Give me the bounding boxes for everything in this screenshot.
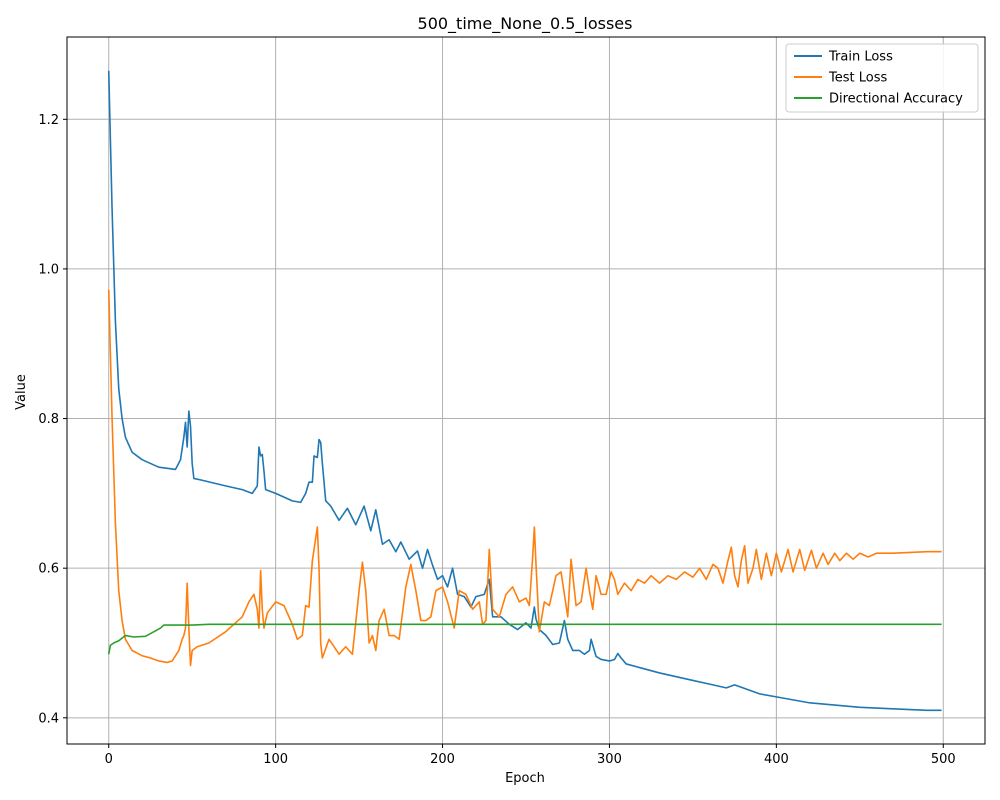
legend-label: Directional Accuracy — [829, 92, 963, 107]
y-tick-label: 0.6 — [38, 562, 59, 577]
series-line-test-loss — [107, 289, 942, 667]
series-layer — [107, 70, 942, 712]
legend-label: Train Loss — [828, 50, 893, 65]
x-tick-label: 100 — [263, 752, 288, 767]
plot-frame — [66, 36, 986, 745]
y-tick-label: 0.4 — [38, 711, 59, 726]
x-tick-label: 0 — [105, 752, 113, 767]
legend-label: Test Loss — [828, 71, 887, 86]
x-tick-label: 300 — [597, 752, 622, 767]
legend-box — [785, 43, 979, 113]
series-line-directional-accuracy — [107, 623, 942, 655]
ticks: 0 100 200 300 400 500 0.4 0.6 0.8 1.0 1.2 — [38, 113, 955, 767]
y-tick-label: 1.2 — [38, 113, 59, 128]
y-tick-label: 1.0 — [38, 262, 59, 277]
grid — [67, 37, 985, 744]
x-tick-label: 200 — [430, 752, 455, 767]
legend: Train Loss Test Loss Directional Accuracy — [785, 43, 979, 113]
y-tick-label: 0.8 — [38, 412, 59, 427]
x-tick-label: 400 — [764, 752, 789, 767]
x-tick-label: 500 — [931, 752, 956, 767]
y-axis-label: Value — [14, 374, 29, 410]
series-line-train-loss — [107, 70, 942, 712]
x-axis-label: Epoch — [505, 771, 545, 786]
chart-title: 500_time_None_0.5_losses — [418, 14, 633, 34]
